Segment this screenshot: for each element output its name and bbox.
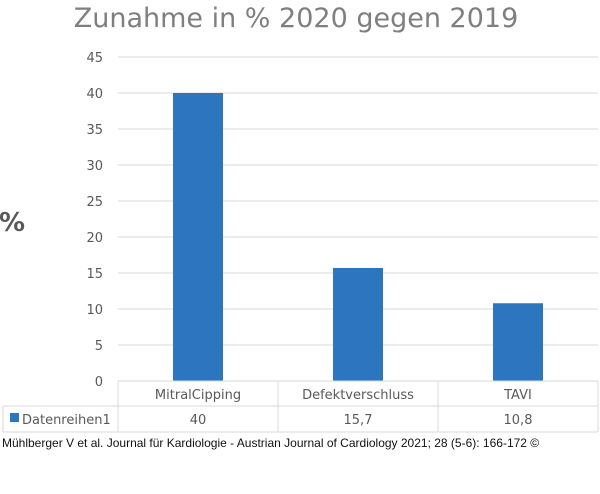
y-tick-label: 20 xyxy=(86,231,103,246)
y-tick-label: 45 xyxy=(86,51,103,66)
y-tick-label: 10 xyxy=(86,303,103,318)
data-table: MitralCipping 40 Defektverschluss 15,7 TAVI 1… xyxy=(2,380,599,433)
bar-tavi xyxy=(493,303,543,381)
data-table-value: 15,7 xyxy=(344,413,373,428)
x-category-label: TAVI xyxy=(503,388,532,403)
bars xyxy=(173,93,543,381)
y-tick-label: 15 xyxy=(86,267,103,282)
y-tick-label: 0 xyxy=(95,375,103,390)
data-table-value: 10,8 xyxy=(504,413,533,428)
x-category-label: MitralCipping xyxy=(155,388,241,403)
y-tick-label: 40 xyxy=(86,87,103,102)
y-tick-label: 25 xyxy=(86,195,103,210)
y-axis-ticks: 0 5 10 15 20 25 30 35 40 45 xyxy=(86,51,103,390)
x-category-label: Defektverschluss xyxy=(302,388,414,403)
source-citation: Mühlberger V et al. Journal für Kardiolo… xyxy=(2,436,539,450)
bar-mitralcipping xyxy=(173,93,223,381)
y-tick-label: 5 xyxy=(95,339,103,354)
data-table-value: 40 xyxy=(190,413,207,428)
y-tick-label: 30 xyxy=(86,159,103,174)
y-axis-label: % xyxy=(0,208,25,238)
bar-defektverschluss xyxy=(333,267,383,381)
legend-series-label: Datenreihen1 xyxy=(22,413,111,428)
legend-swatch xyxy=(10,413,19,422)
y-tick-label: 35 xyxy=(86,123,103,138)
chart-title: Zunahme in % 2020 gegen 2019 xyxy=(74,3,519,34)
